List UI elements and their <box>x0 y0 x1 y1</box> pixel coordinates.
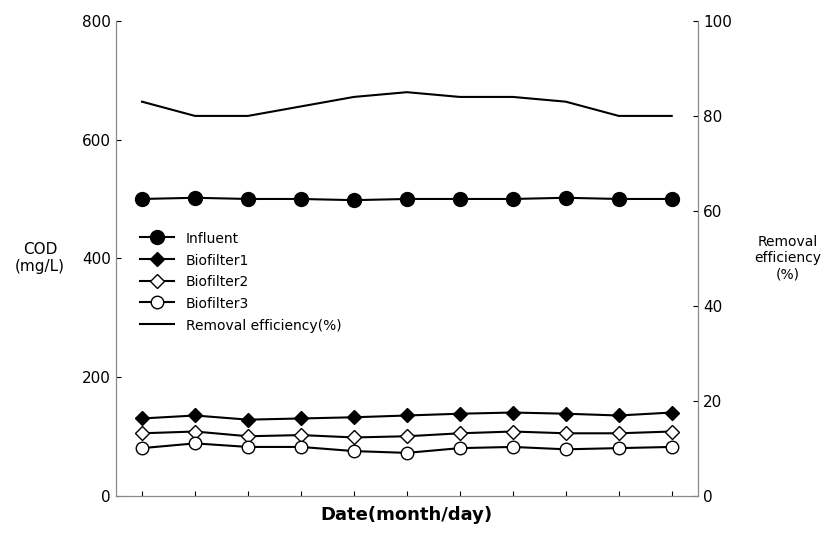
Removal efficiency(%) <box>507 94 517 100</box>
Biofilter3 <box>561 446 571 453</box>
Biofilter1 <box>296 415 306 421</box>
Influent <box>614 196 624 202</box>
Biofilter3 <box>666 444 676 450</box>
Biofilter1 <box>190 412 200 419</box>
Removal efficiency(%) <box>666 113 676 119</box>
Biofilter2 <box>614 430 624 437</box>
Influent <box>666 196 676 202</box>
Influent <box>349 197 359 203</box>
Influent <box>137 196 147 202</box>
Line: Removal efficiency(%): Removal efficiency(%) <box>142 92 671 116</box>
Biofilter1 <box>507 409 517 416</box>
Biofilter1 <box>137 415 147 421</box>
Removal efficiency(%) <box>349 94 359 100</box>
Biofilter2 <box>349 434 359 441</box>
Biofilter2 <box>243 433 253 439</box>
X-axis label: Date(month/day): Date(month/day) <box>321 506 493 524</box>
Influent <box>190 195 200 201</box>
Biofilter1 <box>666 409 676 416</box>
Removal efficiency(%) <box>190 113 200 119</box>
Biofilter3 <box>137 445 147 451</box>
Removal efficiency(%) <box>614 113 624 119</box>
Y-axis label: COD
(mg/L): COD (mg/L) <box>15 242 65 274</box>
Influent <box>455 196 465 202</box>
Influent <box>243 196 253 202</box>
Biofilter3 <box>296 444 306 450</box>
Line: Biofilter1: Biofilter1 <box>137 407 676 425</box>
Biofilter3 <box>349 448 359 454</box>
Influent <box>296 196 306 202</box>
Biofilter1 <box>561 411 571 417</box>
Biofilter1 <box>243 417 253 423</box>
Y-axis label: Removal
efficiency
(%): Removal efficiency (%) <box>754 235 821 281</box>
Removal efficiency(%) <box>402 89 412 95</box>
Influent <box>561 195 571 201</box>
Line: Biofilter2: Biofilter2 <box>137 427 676 443</box>
Biofilter2 <box>402 433 412 439</box>
Biofilter3 <box>402 450 412 456</box>
Biofilter2 <box>507 429 517 435</box>
Biofilter3 <box>455 445 465 451</box>
Influent <box>507 196 517 202</box>
Biofilter1 <box>614 412 624 419</box>
Line: Biofilter3: Biofilter3 <box>135 437 678 459</box>
Biofilter2 <box>296 432 306 438</box>
Biofilter3 <box>614 445 624 451</box>
Removal efficiency(%) <box>561 99 571 105</box>
Biofilter2 <box>455 430 465 437</box>
Biofilter2 <box>190 429 200 435</box>
Removal efficiency(%) <box>296 103 306 109</box>
Biofilter3 <box>507 444 517 450</box>
Removal efficiency(%) <box>455 94 465 100</box>
Biofilter2 <box>561 430 571 437</box>
Legend: Influent, Biofilter1, Biofilter2, Biofilter3, Removal efficiency(%): Influent, Biofilter1, Biofilter2, Biofil… <box>134 225 347 338</box>
Biofilter3 <box>243 444 253 450</box>
Influent <box>402 196 412 202</box>
Biofilter1 <box>402 412 412 419</box>
Removal efficiency(%) <box>137 99 147 105</box>
Biofilter2 <box>137 430 147 437</box>
Biofilter1 <box>349 414 359 420</box>
Biofilter3 <box>190 440 200 447</box>
Removal efficiency(%) <box>243 113 253 119</box>
Biofilter2 <box>666 429 676 435</box>
Line: Influent: Influent <box>135 191 679 207</box>
Biofilter1 <box>455 411 465 417</box>
